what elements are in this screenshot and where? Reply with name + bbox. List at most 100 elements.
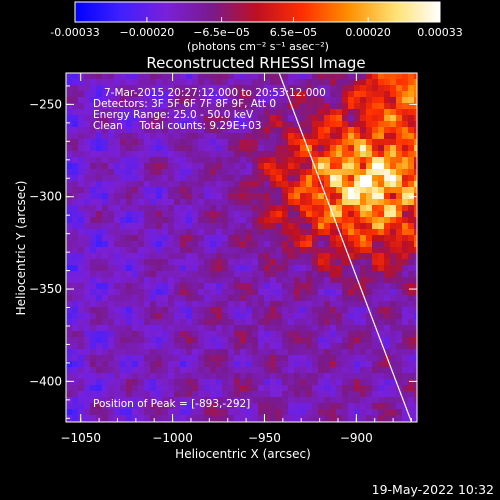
heatmap-cell <box>318 265 325 272</box>
heatmap-cell <box>390 313 397 320</box>
heatmap-cell <box>390 367 397 374</box>
heatmap-cell <box>282 367 289 374</box>
heatmap-cell <box>384 289 391 296</box>
heatmap-cell <box>312 241 319 248</box>
heatmap-cell <box>210 415 217 422</box>
heatmap-cell <box>294 229 301 236</box>
heatmap-cell <box>186 283 193 290</box>
heatmap-cell <box>216 337 223 344</box>
heatmap-cell <box>216 343 223 350</box>
heatmap-cell <box>168 259 175 266</box>
heatmap-cell <box>168 127 175 134</box>
heatmap-cell <box>378 163 385 170</box>
heatmap-cell <box>174 151 181 158</box>
heatmap-cell <box>348 139 355 146</box>
heatmap-cell <box>408 205 415 212</box>
heatmap-cell <box>126 325 133 332</box>
heatmap-cell <box>348 271 355 278</box>
heatmap-cell <box>138 409 145 416</box>
heatmap-cell <box>294 379 301 386</box>
heatmap-cell <box>156 193 163 200</box>
heatmap-cell <box>180 181 187 188</box>
heatmap-cell <box>384 139 391 146</box>
heatmap-cell <box>228 241 235 248</box>
heatmap-cell <box>336 307 343 314</box>
heatmap-cell <box>126 151 133 158</box>
heatmap-cell <box>132 313 139 320</box>
heatmap-cell <box>294 409 301 416</box>
heatmap-cell <box>126 163 133 170</box>
heatmap-cell <box>408 145 415 152</box>
heatmap-cell <box>384 109 391 116</box>
heatmap-cell <box>72 247 79 254</box>
heatmap-cell <box>324 151 331 158</box>
heatmap-cell <box>228 235 235 242</box>
heatmap-cell <box>270 151 277 158</box>
heatmap-cell <box>150 355 157 362</box>
heatmap-cell <box>378 277 385 284</box>
heatmap-cell <box>72 259 79 266</box>
heatmap-cell <box>360 139 367 146</box>
heatmap-cell <box>258 307 265 314</box>
heatmap-cell <box>216 283 223 290</box>
heatmap-cell <box>276 283 283 290</box>
heatmap-cell <box>150 361 157 368</box>
heatmap-cell <box>168 157 175 164</box>
heatmap-cell <box>252 259 259 266</box>
heatmap-cell <box>378 343 385 350</box>
heatmap-cell <box>324 97 331 104</box>
heatmap-cell <box>384 175 391 182</box>
heatmap-cell <box>366 247 373 254</box>
heatmap-cell <box>90 343 97 350</box>
heatmap-cell <box>378 415 385 422</box>
heatmap-cell <box>210 355 217 362</box>
heatmap-cell <box>168 337 175 344</box>
heatmap-cell <box>120 169 127 176</box>
heatmap-cell <box>246 157 253 164</box>
heatmap-cell <box>78 367 85 374</box>
heatmap-cell <box>192 235 199 242</box>
heatmap-cell <box>390 379 397 386</box>
heatmap-cell <box>300 157 307 164</box>
heatmap-cell <box>96 397 103 404</box>
heatmap-cell <box>114 277 121 284</box>
heatmap-cell <box>366 205 373 212</box>
heatmap-cell <box>198 103 205 110</box>
heatmap-cell <box>204 151 211 158</box>
heatmap-cell <box>210 253 217 260</box>
heatmap-cell <box>306 163 313 170</box>
heatmap-cell <box>66 151 73 158</box>
heatmap-cell <box>234 217 241 224</box>
heatmap-cell <box>330 175 337 182</box>
heatmap-cell <box>258 229 265 236</box>
heatmap-cell <box>372 325 379 332</box>
heatmap-cell <box>336 259 343 266</box>
heatmap-cell <box>102 403 109 410</box>
heatmap-cell <box>234 73 241 80</box>
heatmap-cell <box>114 331 121 338</box>
heatmap-cell <box>312 265 319 272</box>
heatmap-cell <box>186 163 193 170</box>
heatmap-cell <box>78 277 85 284</box>
heatmap-cell <box>384 145 391 152</box>
heatmap-cell <box>366 403 373 410</box>
heatmap-cell <box>288 391 295 398</box>
heatmap-cell <box>228 247 235 254</box>
heatmap-cell <box>246 229 253 236</box>
heatmap-cell <box>144 355 151 362</box>
heatmap-cell <box>174 265 181 272</box>
heatmap-cell <box>78 235 85 242</box>
heatmap-cell <box>120 73 127 80</box>
heatmap-cell <box>228 127 235 134</box>
heatmap-cell <box>198 337 205 344</box>
heatmap-cell <box>204 157 211 164</box>
heatmap-cell <box>390 199 397 206</box>
heatmap-cell <box>282 139 289 146</box>
heatmap-cell <box>240 331 247 338</box>
heatmap-cell <box>240 403 247 410</box>
heatmap-cell <box>72 91 79 98</box>
heatmap-cell <box>78 133 85 140</box>
heatmap-cell <box>180 283 187 290</box>
heatmap-cell <box>66 373 73 380</box>
heatmap-cell <box>396 199 403 206</box>
